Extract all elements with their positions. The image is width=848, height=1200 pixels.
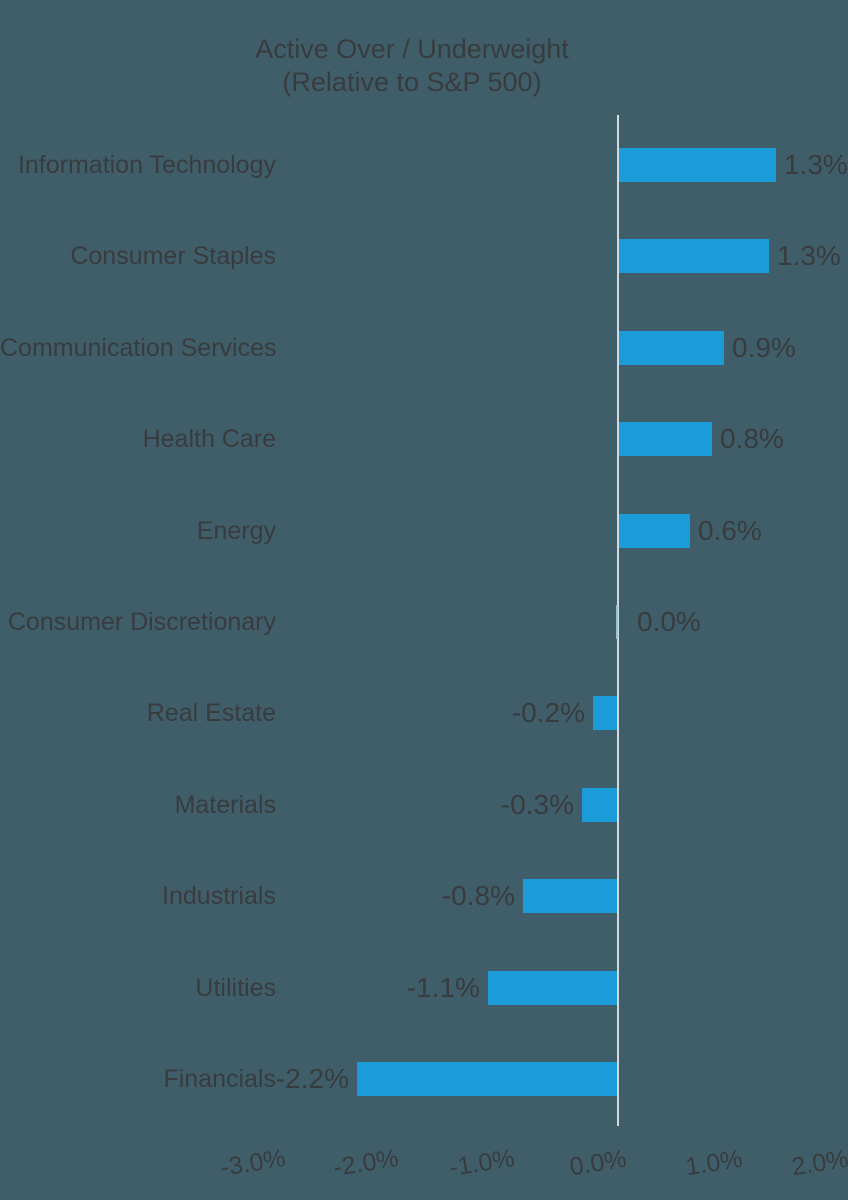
bar — [619, 514, 690, 548]
bar — [615, 605, 618, 639]
category-label: Consumer Discretionary — [7, 608, 276, 636]
x-tick-label: -1.0% — [447, 1144, 517, 1182]
x-tick-label: 0.0% — [567, 1144, 629, 1182]
value-label: -1.1% — [406, 972, 480, 1003]
value-label: 0.0% — [637, 606, 701, 637]
chart-title: Active Over / Underweight (Relative to S… — [0, 33, 824, 99]
bar — [582, 788, 617, 822]
x-tick-label: 1.0% — [683, 1144, 745, 1182]
bar — [619, 331, 724, 365]
bar — [357, 1062, 617, 1096]
bar — [619, 239, 769, 273]
value-label: -2.2% — [275, 1063, 349, 1094]
x-tick-label: 2.0% — [789, 1144, 848, 1182]
value-label: -0.8% — [441, 880, 515, 911]
value-label: 1.3% — [777, 240, 841, 271]
bar — [523, 879, 617, 913]
value-label: 0.9% — [732, 332, 796, 363]
category-label: Information Technology — [17, 151, 276, 179]
category-label: Health Care — [142, 425, 276, 453]
category-label: Energy — [196, 517, 276, 545]
x-tick-label: -3.0% — [218, 1144, 288, 1182]
bar — [619, 422, 712, 456]
category-label: Real Estate — [146, 699, 276, 727]
category-label: Materials — [174, 791, 276, 819]
value-label: -0.2% — [511, 697, 585, 728]
category-label: Financials — [163, 1065, 276, 1093]
x-tick-label: -2.0% — [331, 1144, 401, 1182]
value-label: 1.3% — [784, 149, 848, 180]
category-label: Consumer Staples — [70, 242, 276, 270]
chart-title-line2: (Relative to S&P 500) — [282, 67, 542, 97]
chart-title-line1: Active Over / Underweight — [255, 34, 569, 64]
value-label: -0.3% — [500, 789, 574, 820]
bar — [488, 971, 617, 1005]
category-label: Industrials — [162, 882, 276, 910]
bar — [593, 696, 617, 730]
bar — [619, 148, 776, 182]
value-label: 0.8% — [720, 423, 784, 454]
category-label: Utilities — [195, 974, 276, 1002]
category-label: Communication Services — [0, 334, 277, 362]
value-label: 0.6% — [698, 515, 762, 546]
